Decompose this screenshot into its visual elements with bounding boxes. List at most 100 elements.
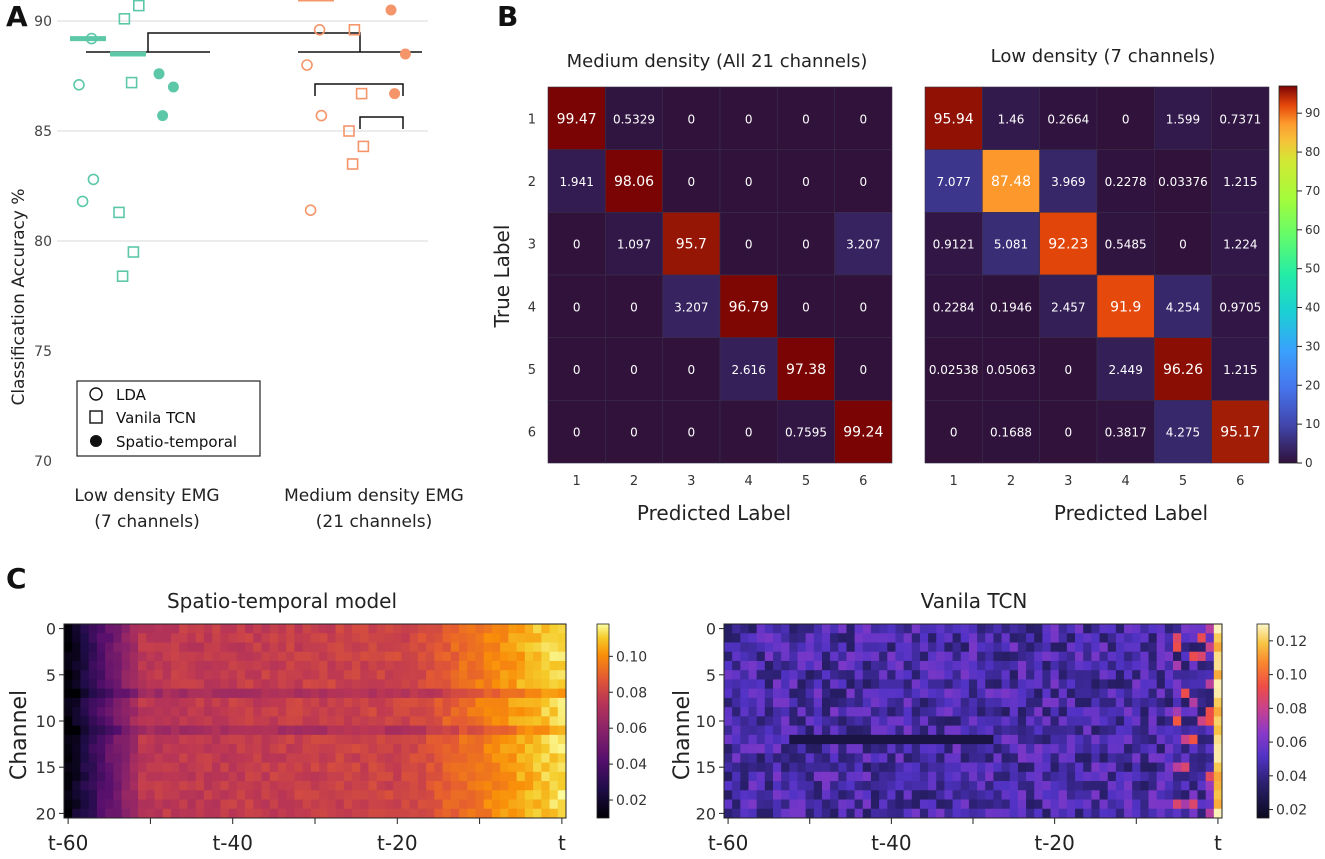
heatmap-cell [483,771,493,782]
cm-cell-value: 3.207 [674,300,708,314]
cm-cell [777,212,835,276]
heatmap-cell [732,744,741,754]
heatmap-cell [138,642,147,653]
heatmap-cell [993,753,1002,763]
heatmap-cell [516,624,526,634]
heatmap-cell [944,781,953,791]
heatmap-cell [789,716,798,727]
heatmap-cell [269,670,279,680]
heatmap-cell [985,781,994,791]
heatmap-cell [1181,624,1190,634]
heatmap-cell [952,790,962,800]
heatmap-cell [936,716,945,727]
heatmap-cell [1173,744,1182,754]
heatmap-cell [895,707,905,717]
heatmap-cell [269,799,279,810]
heatmap-cell [327,660,336,671]
cm-cell [777,149,835,213]
panel-b-confusion-matrices: Medium density (All 21 channels) Low den… [490,46,1320,525]
heatmap-cell [277,771,287,782]
heatmap-cell [417,679,427,690]
heatmap-cell [993,799,1002,810]
cm-cell [1211,274,1270,338]
heatmap-cell [952,771,962,782]
cm-x-tick-label: 2 [630,474,638,489]
heatmap-cell [985,808,994,819]
heatmap-cell [903,771,913,782]
heatmap-cell [1197,697,1207,708]
heatmap-cell [417,642,427,653]
cm-cell [662,149,721,213]
heatmap-cell [1066,744,1076,754]
heatmap-cell [245,624,254,634]
heatmap-cell [756,744,766,754]
heatmap-cell [789,762,798,773]
heatmap-cell [467,651,476,662]
heatmap-cell [1189,697,1198,708]
heatmap-cell [549,781,559,791]
heatmap-cell [187,762,197,773]
heatmap-cell [1164,688,1174,699]
heatmap-cell [1066,725,1076,736]
heatmap-cell [549,688,559,699]
heatmap-cell [846,624,856,634]
heatmap-cell [772,651,782,662]
heatmap-cell [830,753,839,763]
heatmap-cell [977,781,986,791]
heatmap-cell [854,642,864,653]
heatmap-cell [195,697,205,708]
heatmap-cell [772,790,782,800]
heatmap-cell [1173,688,1182,699]
heatmap-cell [936,679,945,690]
heatmap-cell [1140,808,1149,819]
heatmap-cell [277,660,287,671]
heatmap-cell [212,771,221,782]
heatmap-cell [269,734,279,745]
heatmap-cell [772,725,782,736]
heatmap-cell [179,651,188,662]
heatmap-cell [805,707,815,717]
heatmap-cell [113,642,123,653]
heatmap-cell [541,633,550,643]
heatmap-cell [772,679,782,690]
heatmap-cell [764,744,774,754]
heatmap-cell [319,651,328,662]
heatmap-cell [977,670,986,680]
heatmap-cell [1164,771,1174,782]
heatmap-cell [261,660,271,671]
heatmap-cell [516,716,526,727]
heatmap-cell [533,725,542,736]
heatmap-cell [1132,660,1141,671]
heatmap-cell [212,716,221,727]
heatmap-cell [1205,781,1215,791]
cm-cell [1154,86,1212,150]
heatmap-cell [748,651,758,662]
cm-cell [605,337,663,401]
heatmap-cell [319,799,328,810]
heatmap-cell [952,688,962,699]
heatmap-cell [1091,707,1100,717]
heatmap-cell [442,753,452,763]
heatmap-cell [1132,781,1141,791]
heatmap-cell [1099,651,1109,662]
heatmap-cell [1017,744,1027,754]
heatmap-cell [203,697,213,708]
heatmap-cell [1173,771,1182,782]
heatmap-y-tick-label: 10 [36,712,56,731]
heatmap-cell [830,781,839,791]
panel-label-c: C [6,562,27,595]
heatmap-cell [500,679,509,690]
heatmap-cell [748,771,758,782]
heatmap-cell [335,633,345,643]
heatmap-cell [533,799,542,810]
cm-cell-value: 0 [688,363,696,377]
heatmap-cell [846,781,856,791]
heatmap-cell [450,697,460,708]
heatmap-cell [434,753,443,763]
heatmap-cell [870,716,880,727]
heatmap-cell [154,790,164,800]
cm-x-tick-label: 5 [802,474,810,489]
heatmap-cell [533,697,542,708]
heatmap-cell [1173,633,1182,643]
heatmap-cell [1034,753,1043,763]
